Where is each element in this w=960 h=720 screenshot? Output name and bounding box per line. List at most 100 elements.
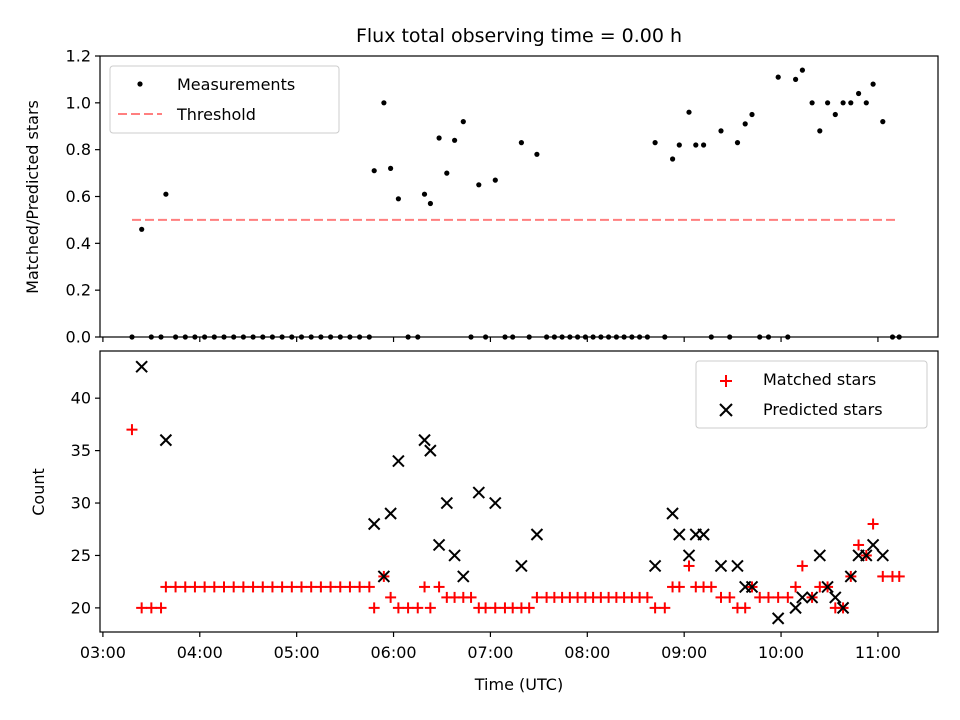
measurement-point [742,121,748,127]
matched-star-point [531,591,543,603]
bottom-x-ticks: 03:00 04:00 05:00 06:00 07:00 08:00 09:00 10:00… [80,632,901,662]
measurement-point [817,128,823,134]
measurements-points [129,67,902,340]
matched-star-point [296,581,308,593]
measurement-point [825,100,831,106]
x-tick-label: 09:00 [661,643,707,662]
measurement-point [518,140,525,146]
measurement-point [870,81,876,87]
matched-star-point [392,602,404,614]
x-tick-label: 06:00 [370,643,416,662]
measurement-point [421,191,428,197]
x-tick-label: 10:00 [758,643,804,662]
predicted-star-point [714,559,728,573]
bottom-legend-box [695,360,928,429]
measurement-point [775,74,781,80]
measurement-point [492,177,498,183]
matched-star-point [199,581,211,593]
measurement-point [701,142,707,148]
matched-star-point [136,602,148,614]
matched-star-point [489,602,501,614]
top-x-ticks [102,337,879,342]
bottom-y-tick-label: 20 [71,598,91,617]
measurement-point [863,100,869,106]
measurement-point [452,137,458,143]
predicted-stars-points [135,360,889,625]
matched-star-point [867,518,879,530]
legend-predicted-label: Predicted stars [763,400,883,419]
matched-star-point [419,581,431,593]
top-legend-box [109,65,340,134]
matched-star-point [523,602,535,614]
predicted-star-point [448,549,461,562]
matched-star-point [363,581,375,593]
measurement-point [799,67,806,73]
measurement-point [734,140,741,146]
matched-star-point [208,581,220,593]
matched-star-point [424,602,436,614]
predicted-star-point [805,591,819,604]
matched-star-point [893,570,905,582]
predicted-star-point [666,507,679,520]
bottom-y-tick-label: 30 [71,494,91,513]
measurement-point [163,191,169,197]
predicted-star-point [682,549,696,562]
x-tick-label: 08:00 [564,643,610,662]
measurement-point [832,111,838,118]
measurement-point [444,170,450,176]
predicted-star-point [384,507,397,520]
predicted-star-point [836,601,850,615]
bottom-y-ticks: 20 25 30 35 40 [71,389,100,617]
predicted-star-point [673,528,686,541]
predicted-star-point [424,444,437,457]
measurement-point [427,200,433,207]
matched-star-point [790,581,802,593]
matched-star-point [354,581,366,593]
top-y-ticks: 0.0 0.2 0.4 0.6 0.8 1.0 1.2 [66,47,100,347]
predicted-star-point [432,538,446,552]
top-panel: 0.0 0.2 0.4 0.6 0.8 1.0 1.2 Matched/Predicted … [23,47,939,347]
measurement-point [693,142,699,148]
predicted-star-point [771,612,785,625]
measurement-point [840,100,846,106]
predicted-star-point [860,549,873,562]
matched-star-point [480,602,492,614]
legend-matched-marker [720,375,732,387]
matched-star-point [218,581,230,593]
matched-star-point [368,602,380,614]
matched-star-point [286,581,298,593]
measurement-point [436,135,442,141]
matched-star-point [179,581,191,593]
matched-star-point [705,581,717,593]
matched-star-point [853,539,865,551]
matched-star-point [433,581,445,593]
measurement-point [718,128,724,134]
predicted-star-point [515,559,528,573]
bottom-legend: Matched stars Predicted stars [695,360,928,429]
matched-star-point [649,602,661,614]
predicted-star-point [829,591,842,604]
matched-star-point [276,581,288,593]
top-y-tick-label: 1.2 [66,47,91,66]
predicted-star-point [821,580,834,594]
matched-star-point [772,591,784,603]
x-axis-label: Time (UTC) [474,675,563,694]
predicted-star-point [697,528,710,541]
predicted-star-point [392,454,405,468]
bottom-panel: 20 25 30 35 40 03:00 04:00 05:00 06:00 07:00 08:0… [29,350,939,694]
measurement-point [534,151,540,157]
predicted-star-point [789,601,802,615]
legend-threshold-label: Threshold [176,105,256,124]
top-y-tick-label: 1.0 [66,93,91,112]
matched-star-point [155,602,167,614]
matched-star-point [334,581,346,593]
top-y-tick-label: 0.0 [66,328,91,347]
x-tick-label: 05:00 [274,643,320,662]
x-tick-label: 04:00 [177,643,223,662]
measurement-point [381,100,387,106]
legend-measurements-label: Measurements [177,75,295,94]
measurement-point [652,140,658,146]
predicted-star-point [731,559,744,573]
measurement-point [371,168,377,174]
legend-matched-label: Matched stars [763,370,876,389]
